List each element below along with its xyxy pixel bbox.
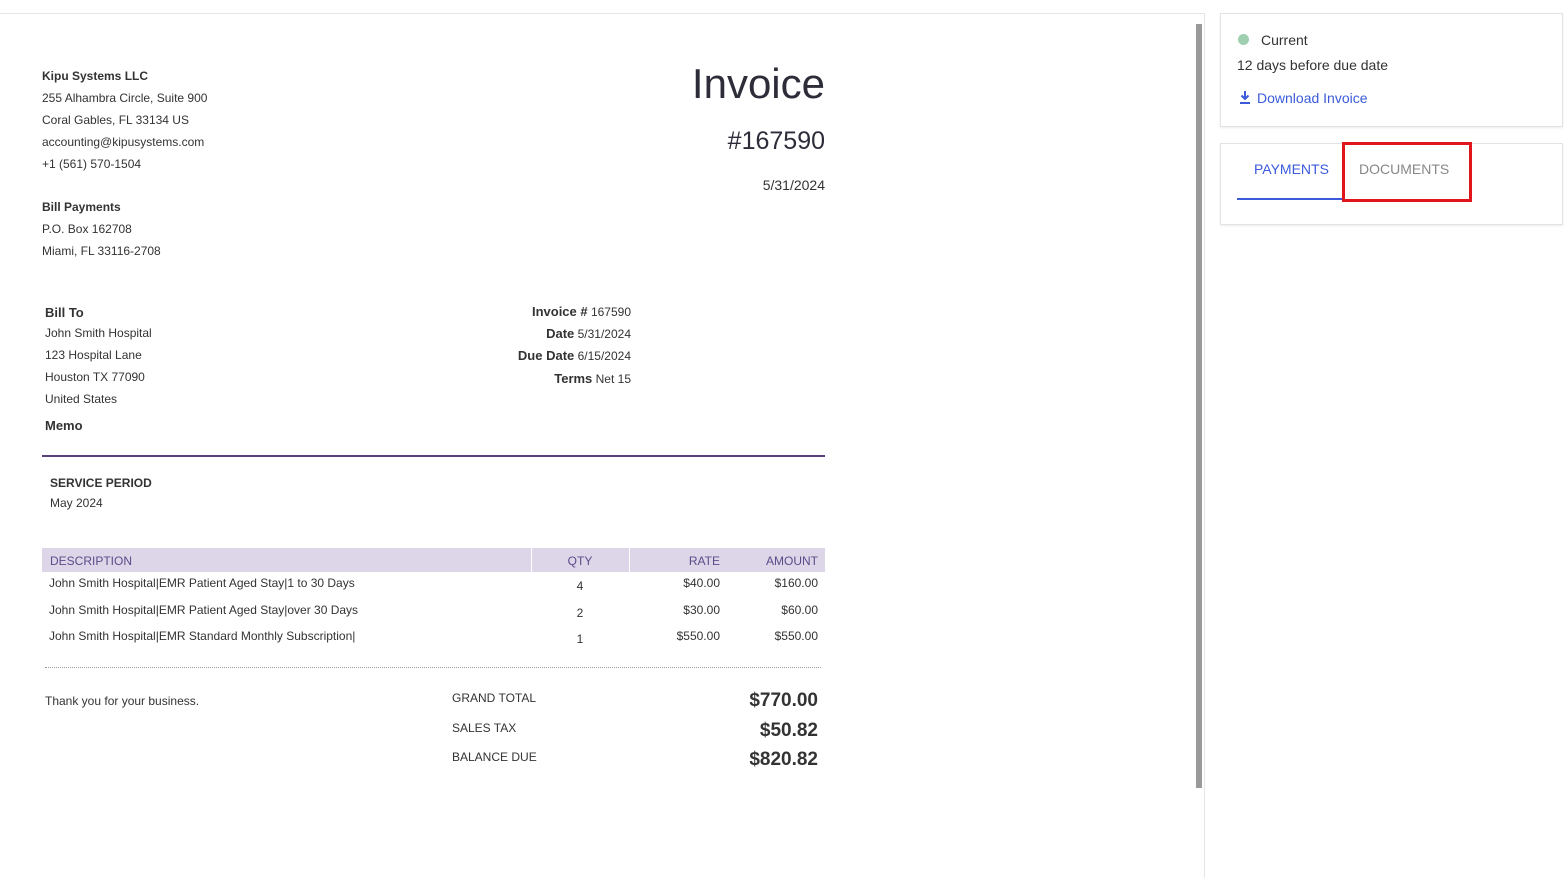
total-label: GRAND TOTAL: [452, 691, 537, 705]
bill-to-line: Houston TX 77090: [45, 370, 145, 384]
cell: John Smith Hospital|EMR Patient Aged Sta…: [49, 603, 359, 617]
total-label: BALANCE DUE: [452, 750, 537, 764]
detail-value: 6/15/2024: [577, 349, 631, 363]
detail-label: Terms: [554, 371, 593, 386]
scrollbar[interactable]: [1196, 24, 1202, 788]
detail-value: Net 15: [595, 372, 631, 386]
divider: [1204, 13, 1205, 878]
dotted-separator: [45, 667, 821, 668]
status-dot: [1238, 34, 1249, 45]
service-period-value: May 2024: [50, 496, 103, 510]
cell: $550.00: [774, 629, 818, 643]
total-label: SALES TAX: [452, 721, 517, 735]
top-border: [0, 13, 1205, 14]
tabs-card: PAYMENTS DOCUMENTS: [1220, 143, 1563, 225]
cell: John Smith Hospital|EMR Standard Monthly…: [49, 629, 356, 643]
column-divider: [531, 548, 532, 572]
tab[interactable]: PAYMENTS: [1254, 161, 1329, 177]
remit-line: P.O. Box 162708: [42, 222, 132, 236]
download-icon: [1240, 91, 1250, 104]
total-value: $820.82: [749, 749, 818, 770]
column-header: AMOUNT: [766, 554, 818, 568]
download-text: Download Invoice: [1257, 90, 1368, 106]
company-line: 255 Alhambra Circle, Suite 900: [42, 91, 208, 105]
detail-row: Date 5/31/2024: [546, 326, 631, 341]
tab[interactable]: DOCUMENTS: [1359, 161, 1450, 177]
column-header: DESCRIPTION: [50, 554, 133, 568]
detail-row: Invoice # 167590: [532, 304, 631, 319]
bill-to-line: 123 Hospital Lane: [45, 348, 142, 362]
cell: $60.00: [781, 603, 818, 617]
company-name: Kipu Systems LLC: [42, 69, 149, 83]
cell: 1: [576, 632, 584, 646]
cell: $30.00: [683, 603, 720, 617]
status-card: Current 12 days before due date Download…: [1220, 13, 1563, 127]
table-header: [42, 548, 825, 572]
remit-name: Bill Payments: [42, 200, 121, 214]
cell: 2: [576, 606, 584, 620]
thanks-note: Thank you for your business.: [45, 694, 200, 708]
remit-line: Miami, FL 33116-2708: [42, 244, 161, 258]
cell: $160.00: [774, 576, 818, 590]
invoice-number: #167590: [727, 127, 825, 155]
active-tab-underline: [1237, 198, 1342, 200]
status-text: Current: [1261, 32, 1308, 48]
column-header: RATE: [688, 554, 720, 568]
invoice-title: Invoice: [691, 60, 825, 107]
detail-label: Date: [546, 326, 575, 341]
company-line: Coral Gables, FL 33134 US: [42, 113, 189, 127]
company-line: +1 (561) 570-1504: [42, 157, 142, 171]
highlight-box: [1342, 142, 1472, 202]
cell: $550.00: [676, 629, 720, 643]
invoice-date: 5/31/2024: [762, 177, 825, 193]
detail-value: 5/31/2024: [577, 327, 631, 341]
detail-row: Due Date 6/15/2024: [518, 348, 631, 363]
column-header: QTY: [567, 554, 593, 568]
bill-to-label: Bill To: [45, 305, 84, 320]
download-link[interactable]: Download Invoice: [1239, 90, 1368, 106]
cell: John Smith Hospital|EMR Patient Aged Sta…: [49, 576, 355, 590]
bill-to-line: United States: [45, 392, 118, 406]
separator: [42, 455, 825, 457]
service-period-label: SERVICE PERIOD: [50, 476, 152, 490]
detail-label: Invoice #: [531, 304, 588, 319]
due-note: 12 days before due date: [1237, 57, 1389, 73]
column-divider: [629, 548, 630, 572]
memo-label: Memo: [45, 418, 83, 433]
detail-label: Due Date: [517, 348, 575, 363]
detail-value: 167590: [590, 305, 631, 319]
bill-to-line: John Smith Hospital: [45, 326, 152, 340]
cell: $40.00: [683, 576, 720, 590]
total-value: $770.00: [749, 690, 818, 711]
total-value: $50.82: [759, 720, 818, 741]
detail-row: Terms Net 15: [554, 371, 631, 386]
company-line: accounting@kipusystems.com: [42, 135, 205, 149]
cell: 4: [576, 579, 584, 593]
